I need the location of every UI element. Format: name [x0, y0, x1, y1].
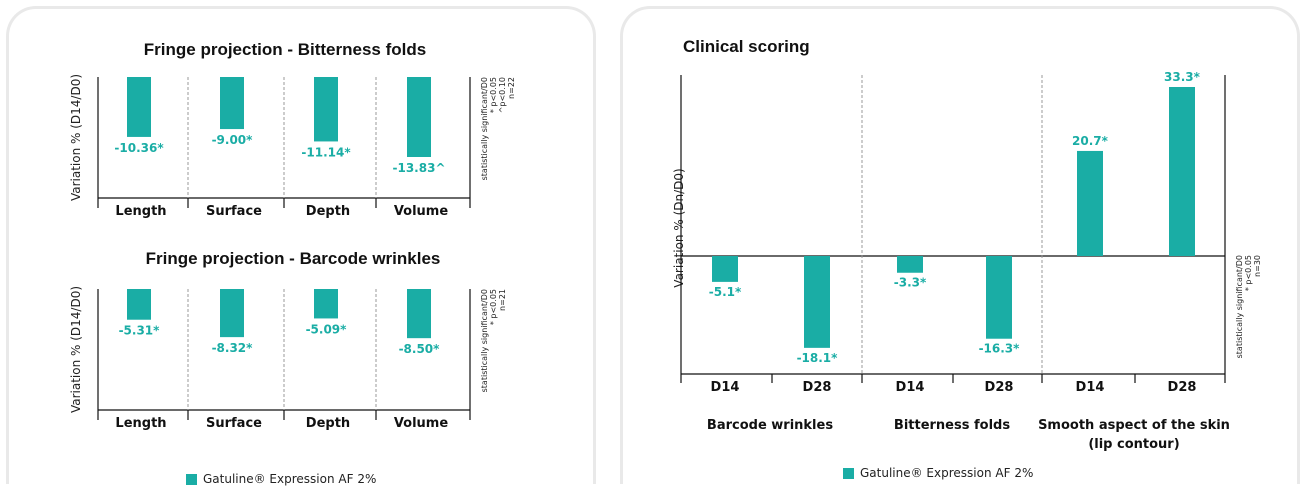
data-label: 33.3*: [1164, 70, 1201, 84]
chart-title: Fringe projection - Barcode wrinkles: [146, 249, 441, 268]
group-label: Smooth aspect of the skin: [1038, 418, 1230, 433]
significance-note: n=22: [507, 77, 516, 99]
data-label: -5.09*: [306, 322, 348, 336]
significance-note: n=30: [1253, 255, 1262, 277]
group-label: (lip contour): [1088, 437, 1179, 452]
significance-note: * p<0.05: [1244, 255, 1253, 291]
bar: [220, 77, 244, 130]
data-label: -18.1*: [797, 351, 839, 365]
legend-label: Gatuline® Expression AF 2%: [860, 466, 1034, 480]
category-label: D28: [985, 380, 1014, 395]
significance-note: statistically significant/D0: [1235, 255, 1244, 358]
category-label: D14: [711, 380, 740, 395]
legend-left: Gatuline® Expression AF 2%: [186, 472, 376, 486]
significance-note: * p<0.05: [489, 289, 498, 325]
category-label: Length: [115, 416, 166, 431]
data-label: -5.1*: [709, 285, 742, 299]
bar: [127, 77, 151, 137]
data-label: -8.32*: [212, 341, 254, 355]
data-label: -8.50*: [399, 342, 441, 356]
data-label: -10.36*: [114, 141, 164, 155]
significance-note: statistically significant/D0: [480, 289, 489, 392]
group-label: Bitterness folds: [894, 418, 1010, 433]
y-axis-label: Variation % (Dn/D0): [672, 168, 686, 287]
category-label: D28: [803, 380, 832, 395]
legend-right: Gatuline® Expression AF 2%: [843, 466, 1033, 480]
data-label: 20.7*: [1072, 134, 1109, 148]
legend-swatch-icon: [843, 467, 854, 479]
bar: [407, 289, 431, 339]
bar: [986, 256, 1012, 339]
data-label: -13.83^: [393, 161, 446, 175]
bar: [407, 77, 431, 157]
data-label: -5.31*: [119, 324, 161, 338]
data-label: -16.3*: [979, 342, 1021, 356]
bar: [1169, 87, 1195, 256]
bar: [897, 256, 923, 273]
data-label: -9.00*: [212, 133, 254, 147]
significance-note: statistically significant/D0: [480, 77, 489, 180]
significance-note: ^p<0.10: [498, 77, 507, 113]
category-label: Volume: [394, 204, 449, 219]
y-axis-label: Variation % (D14/D0): [69, 74, 83, 201]
legend-swatch-icon: [186, 473, 197, 485]
bar: [804, 256, 830, 348]
category-label: D14: [896, 380, 925, 395]
legend-label: Gatuline® Expression AF 2%: [203, 472, 377, 486]
chart-title: Clinical scoring: [683, 37, 810, 56]
data-label: -11.14*: [301, 145, 351, 159]
category-label: Surface: [206, 416, 262, 431]
chart-title: Fringe projection - Bitterness folds: [144, 40, 426, 59]
left-panel: [6, 6, 596, 484]
category-label: Surface: [206, 204, 262, 219]
category-label: D28: [1168, 380, 1197, 395]
category-label: Length: [115, 204, 166, 219]
bar: [314, 77, 338, 142]
category-label: Depth: [306, 204, 350, 219]
bar: [712, 256, 738, 282]
group-label: Barcode wrinkles: [707, 418, 833, 433]
bar: [127, 289, 151, 320]
significance-note: * p<0.05: [489, 77, 498, 113]
category-label: Volume: [394, 416, 449, 431]
bar: [1077, 150, 1103, 256]
significance-note: n=21: [498, 289, 507, 311]
bar: [314, 289, 338, 319]
category-label: Depth: [306, 416, 350, 431]
category-label: D14: [1076, 380, 1105, 395]
bar: [220, 289, 244, 338]
y-axis-label: Variation % (D14/D0): [69, 286, 83, 413]
data-label: -3.3*: [894, 276, 927, 290]
